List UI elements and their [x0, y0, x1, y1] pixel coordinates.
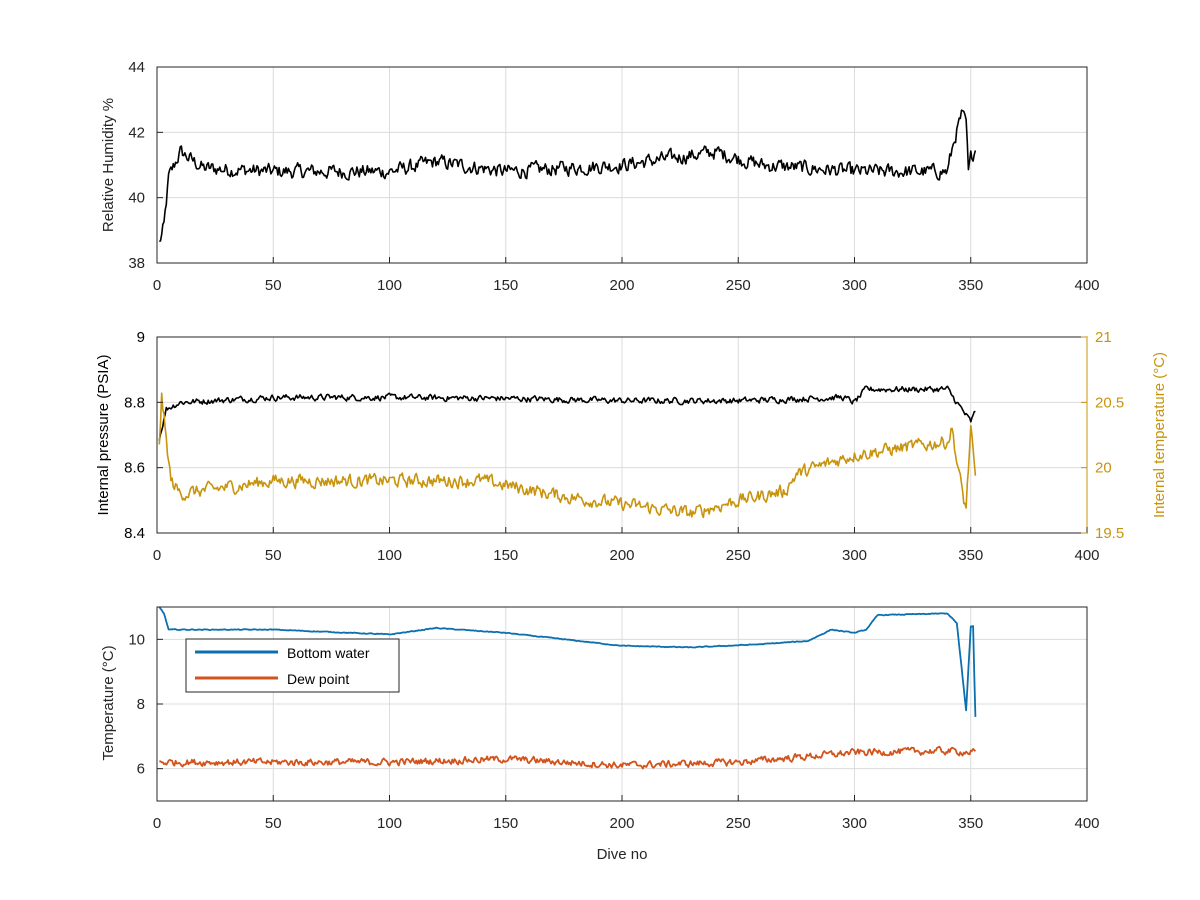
right-y-axis-label: Internal temperature (°C): [1151, 352, 1168, 518]
tick-labels: 0 50 100 150 200 250 300 350 400 6 8 10: [128, 631, 1099, 832]
y-tick-label: 8.6: [124, 460, 145, 477]
x-tick-label: 100: [377, 547, 402, 564]
x-axis-label: Dive no: [597, 846, 648, 863]
x-tick-label: 350: [958, 815, 983, 832]
y-tick-label: 6: [137, 761, 145, 778]
y-tick-label: 38: [128, 255, 145, 272]
series-line-humidity: [158, 109, 977, 243]
y-axis-label: Internal pressure (PSIA): [95, 355, 112, 516]
y-tick-label: 42: [128, 124, 145, 141]
series-line-pressure: [158, 385, 976, 441]
y-axis-label: Temperature (°C): [100, 645, 117, 760]
x-tick-label: 0: [153, 547, 161, 564]
y-tick-label: 8: [137, 696, 145, 713]
y-tick-label: 8.8: [124, 394, 145, 411]
x-tick-label: 150: [493, 547, 518, 564]
right-y-tick-label: 20: [1095, 460, 1112, 477]
y-tick-label: 40: [128, 190, 145, 207]
x-tick-label: 50: [265, 815, 282, 832]
legend-label-bottom-water: Bottom water: [287, 645, 370, 661]
legend: Bottom water Dew point: [185, 638, 400, 693]
x-tick-label: 300: [842, 815, 867, 832]
plot-lines: [158, 109, 977, 243]
x-tick-label: 400: [1074, 815, 1099, 832]
x-tick-label: 300: [842, 277, 867, 294]
right-y-tick-label: 19.5: [1095, 525, 1124, 542]
y-tick-label: 44: [128, 59, 145, 76]
x-tick-label: 200: [609, 815, 634, 832]
panel-humidity: 0 50 100 150 200 250 300 350 400 38 40 42 44 Relativ…: [100, 59, 1100, 294]
panel-pressure: 0 50 100 150 200 250 300 350 400 8.4 8.6 8.8 9 19.5 20…: [95, 329, 1168, 564]
x-tick-label: 100: [377, 815, 402, 832]
legend-box: [185, 638, 400, 693]
series-line-bottom-water: [158, 606, 977, 717]
right-y-tick-label: 20.5: [1095, 394, 1124, 411]
legend-label-dew-point: Dew point: [287, 671, 349, 687]
plot-lines: [158, 385, 977, 519]
x-tick-label: 300: [842, 547, 867, 564]
x-tick-label: 350: [958, 277, 983, 294]
tick-labels: 0 50 100 150 200 250 300 350 400 38 40 42 44: [128, 59, 1099, 294]
y-axis-label: Relative Humidity %: [100, 98, 117, 232]
x-tick-label: 0: [153, 815, 161, 832]
grid: [156, 607, 1088, 801]
x-tick-label: 200: [609, 277, 634, 294]
series-line-dew-point: [159, 745, 977, 770]
panel-temperature: 0 50 100 150 200 250 300 350 400 6 8 10 Temperature…: [100, 606, 1100, 832]
x-tick-label: 150: [493, 815, 518, 832]
x-tick-label: 250: [726, 815, 751, 832]
x-tick-label: 50: [265, 277, 282, 294]
x-tick-label: 250: [726, 277, 751, 294]
right-y-tick-label: 21: [1095, 329, 1112, 346]
tick-labels: 0 50 100 150 200 250 300 350 400 8.4 8.6 8.8 9 19.5 20…: [124, 329, 1124, 564]
x-tick-label: 150: [493, 277, 518, 294]
y-tick-label: 8.4: [124, 525, 145, 542]
x-tick-label: 350: [958, 547, 983, 564]
x-tick-label: 50: [265, 547, 282, 564]
x-tick-label: 250: [726, 547, 751, 564]
plot-lines: [158, 606, 977, 770]
y-tick-label: 10: [128, 631, 145, 648]
series-line-internal-temp: [158, 392, 977, 519]
x-tick-label: 400: [1074, 277, 1099, 294]
x-tick-label: 100: [377, 277, 402, 294]
x-tick-label: 200: [609, 547, 634, 564]
x-tick-label: 0: [153, 277, 161, 294]
x-tick-label: 400: [1074, 547, 1099, 564]
y-tick-label: 9: [137, 329, 145, 346]
